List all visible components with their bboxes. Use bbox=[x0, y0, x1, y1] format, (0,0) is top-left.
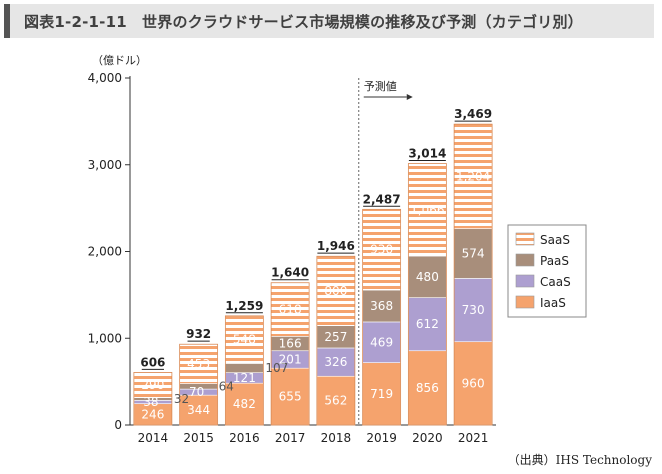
value-label-paas: 480 bbox=[416, 270, 439, 284]
bar-iaas-2017 bbox=[270, 367, 310, 426]
value-label-iaas: 344 bbox=[187, 403, 210, 417]
total-label: 3,014 bbox=[408, 147, 446, 161]
forecast-label: 予測値 bbox=[364, 79, 397, 93]
bar-caas-2020 bbox=[408, 297, 447, 352]
value-label-iaas: 246 bbox=[141, 407, 164, 421]
value-label-paas: 574 bbox=[462, 246, 485, 260]
value-label-caas: 326 bbox=[324, 355, 347, 369]
value-label-saas: 930 bbox=[370, 243, 393, 257]
total-label: 1,640 bbox=[271, 266, 309, 280]
bar-saas-2019 bbox=[362, 209, 401, 291]
bar-saas-2014 bbox=[133, 372, 173, 398]
bar-outline-2018 bbox=[316, 255, 356, 426]
x-tick-label: 2019 bbox=[366, 431, 397, 445]
value-label-paas: 107 bbox=[265, 361, 288, 375]
x-tick-label: 2021 bbox=[458, 431, 489, 445]
value-label-caas: 70 bbox=[189, 385, 204, 399]
bar-caas-2021 bbox=[453, 278, 493, 343]
bar-saas-2018 bbox=[316, 255, 356, 326]
value-label-iaas: 719 bbox=[370, 387, 393, 401]
value-label-iaas: 562 bbox=[324, 394, 347, 408]
y-tick-label: 2,000 bbox=[88, 245, 122, 259]
value-label-iaas: 960 bbox=[462, 376, 485, 390]
value-label-iaas: 655 bbox=[279, 390, 302, 404]
value-label-saas: 548 bbox=[233, 333, 256, 347]
legend-label-caas: CaaS bbox=[540, 275, 571, 289]
value-label-paas: 64 bbox=[219, 379, 234, 393]
x-tick-label: 2015 bbox=[183, 431, 214, 445]
bar-saas-2017 bbox=[270, 282, 310, 337]
y-axis-label: （億ドル） bbox=[92, 54, 147, 67]
total-label: 1,946 bbox=[317, 239, 355, 253]
bar-outline-2020 bbox=[407, 163, 447, 426]
total-label: 3,469 bbox=[454, 107, 492, 121]
bar-paas-2021 bbox=[453, 228, 493, 279]
bar-caas-2019 bbox=[362, 321, 401, 363]
legend-swatch-saas bbox=[515, 232, 535, 246]
value-label-caas: 121 bbox=[233, 371, 256, 385]
legend-label-saas: SaaS bbox=[540, 233, 570, 247]
x-tick-label: 2018 bbox=[321, 431, 352, 445]
value-label-paas: 32 bbox=[174, 392, 189, 406]
legend-swatch-paas bbox=[515, 253, 535, 267]
y-tick-label: 1,000 bbox=[88, 331, 122, 345]
bar-outline-2014 bbox=[133, 372, 173, 426]
value-label-iaas: 482 bbox=[233, 397, 256, 411]
legend-swatch-caas bbox=[515, 274, 535, 288]
x-tick-label: 2020 bbox=[412, 431, 443, 445]
value-label-saas: 453 bbox=[187, 357, 210, 371]
stacked-bar-chart: （億ドル） 0 1,000 2,000 3,000 4,000 予測値 2014 606 201… bbox=[88, 54, 587, 445]
bar-caas-2018 bbox=[316, 347, 356, 377]
x-tick-label: 2017 bbox=[275, 431, 306, 445]
bar-outline-2016 bbox=[224, 315, 264, 426]
y-tick-label: 0 bbox=[114, 418, 122, 432]
bar-outline-2017 bbox=[270, 282, 310, 426]
legend-label-iaas: IaaS bbox=[540, 296, 566, 310]
bar-saas-2015 bbox=[179, 343, 218, 384]
value-label-caas: 612 bbox=[416, 317, 439, 331]
value-label-caas: 38 bbox=[143, 395, 158, 409]
total-label: 606 bbox=[140, 355, 165, 369]
page-title: 図表1-2-1-11 世界のクラウドサービス市場規模の推移及び予測（カテゴリ別） bbox=[24, 13, 583, 31]
value-label-saas: 1,066 bbox=[410, 203, 444, 217]
value-label-paas: 257 bbox=[324, 330, 347, 344]
value-label-paas: 368 bbox=[370, 299, 393, 313]
value-label-saas: 290 bbox=[141, 378, 164, 392]
value-label-iaas: 856 bbox=[416, 381, 439, 395]
bar-outline-2021 bbox=[453, 123, 493, 426]
source-note: （出典）IHS Technology bbox=[507, 453, 652, 467]
value-label-saas: 1,204 bbox=[456, 169, 490, 183]
value-label-saas: 618 bbox=[279, 303, 302, 317]
x-tick-label: 2014 bbox=[138, 431, 169, 445]
x-tick-label: 2016 bbox=[229, 431, 260, 445]
bar-saas-2021 bbox=[453, 123, 493, 229]
value-label-caas: 730 bbox=[462, 303, 485, 317]
legend-label-paas: PaaS bbox=[540, 254, 569, 268]
bar-saas-2020 bbox=[408, 163, 447, 257]
title-bar: 図表1-2-1-11 世界のクラウドサービス市場規模の推移及び予測（カテゴリ別） bbox=[4, 4, 654, 38]
legend-swatch-iaas bbox=[515, 295, 535, 309]
bar-outline-2019 bbox=[362, 208, 402, 426]
y-tick-label: 3,000 bbox=[88, 158, 122, 172]
total-label: 2,487 bbox=[363, 192, 401, 206]
value-label-caas: 201 bbox=[279, 352, 302, 366]
bar-outline-2015 bbox=[179, 343, 219, 426]
value-label-paas: 166 bbox=[279, 337, 302, 351]
forecast-arrow-head bbox=[406, 94, 413, 100]
total-label: 932 bbox=[186, 327, 211, 341]
value-label-saas: 800 bbox=[324, 284, 347, 298]
y-tick-label: 4,000 bbox=[88, 71, 122, 85]
value-label-caas: 469 bbox=[370, 335, 393, 349]
bar-iaas-2018 bbox=[316, 375, 356, 426]
total-label: 1,259 bbox=[225, 299, 263, 313]
